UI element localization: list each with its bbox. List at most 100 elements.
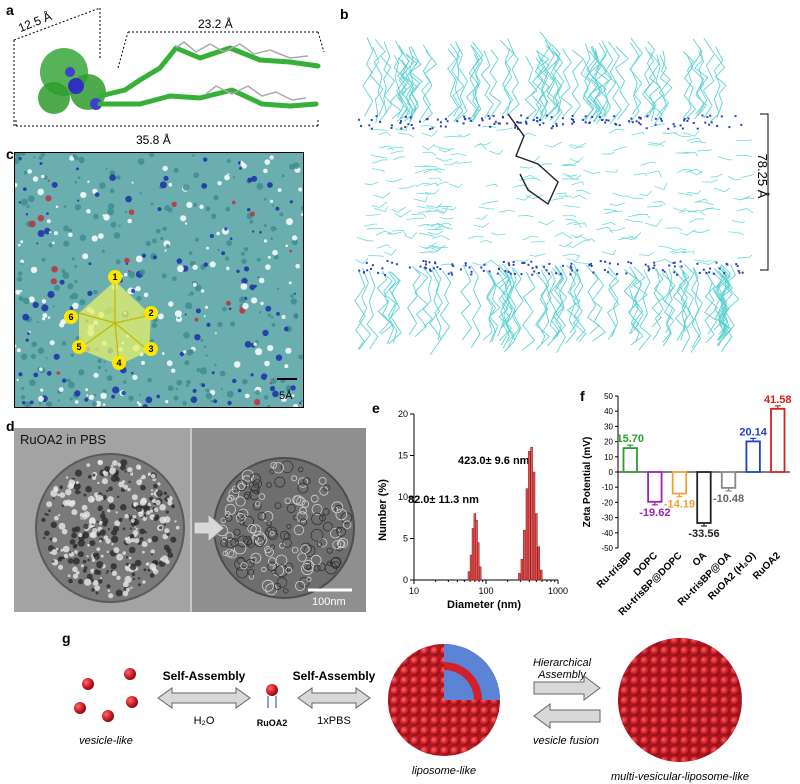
chart-e-bar: [477, 542, 480, 581]
chart-f-value-label: -14.19: [664, 499, 695, 511]
panel-d-tem: 100nm RuOA2 in PBS: [14, 428, 366, 612]
arrow-backward: [533, 703, 601, 729]
chart-f-ytick-label: 50: [604, 392, 613, 401]
panel-label-f: f: [580, 388, 585, 404]
chart-e-bar: [530, 446, 533, 581]
panel-c-topview: 1 2 3 4 5 6 5Å: [14, 152, 304, 408]
chart-e-xtick-label: 100: [478, 586, 493, 596]
liposome-icon: [388, 644, 500, 756]
chart-e-ytick-label: 5: [403, 534, 408, 544]
panel-label-a: a: [6, 2, 14, 18]
ruoa2-molecule-icon: [266, 684, 278, 708]
self-assembly-2-label: Self-Assembly: [293, 669, 376, 683]
h2o-label: H₂O: [194, 715, 215, 727]
chart-f-ytick-label: -40: [601, 529, 613, 538]
marker-6-label: 6: [68, 312, 73, 322]
transition-arrow: [193, 512, 225, 544]
panel-label-g: g: [62, 630, 71, 646]
tem-texture: [41, 459, 353, 599]
chart-e-ylabel: Number (%): [377, 479, 389, 541]
chart-e-annotation-small: 82.0± 11.3 nm: [408, 494, 479, 506]
marker-1: [108, 270, 122, 284]
head-groups: [357, 114, 744, 276]
chart-f-value-label: -33.56: [688, 528, 719, 540]
panel-label-d: d: [6, 418, 15, 434]
chart-e-bar: [523, 529, 526, 581]
chart-e-ytick-label: 15: [398, 451, 408, 461]
marker-3: [144, 342, 158, 356]
marker-4-label: 4: [116, 358, 121, 368]
chart-e-bar: [469, 554, 473, 581]
chart-f-ytick-label: 10: [604, 453, 613, 462]
marker-2-label: 2: [148, 308, 153, 318]
panel-label-c: c: [6, 146, 14, 162]
chart-e-annotation-large: 423.0± 9.6 nm: [458, 455, 530, 467]
chart-f-bar: [647, 471, 663, 503]
chart-f-bar: [745, 440, 761, 473]
chart-e-ytick-label: 10: [398, 492, 408, 502]
chart-e-xlabel: Diameter (nm): [447, 599, 521, 611]
thickness-bracket: [760, 113, 769, 271]
marker-4: [112, 356, 126, 370]
lipid-tails: [354, 31, 740, 355]
chart-f-ylabel: Zeta Potential (mV): [582, 437, 593, 528]
vesicle-particles: [74, 668, 138, 722]
chart-e-ytick-label: 20: [398, 409, 408, 419]
chart-e-bar: [467, 571, 471, 581]
chart-f-value-label: 15.70: [617, 433, 645, 445]
tem-title: RuOA2 in PBS: [20, 432, 106, 447]
chart-e-bar: [478, 566, 482, 581]
chart-e-bar: [528, 451, 531, 581]
chart-f-bar: [696, 471, 712, 524]
pbs-label: 1xPBS: [317, 715, 351, 727]
chart-f-bar: [720, 471, 737, 489]
chart-e-dls: Number (%) Diameter (nm) 82.0± 11.3 nm 4…: [377, 409, 568, 611]
marker-1-label: 1: [112, 272, 117, 282]
chart-e-xtick-label: 1000: [548, 586, 568, 596]
dim-label-width: 12.5 Å: [16, 8, 54, 35]
chart-e-ytick-label: 0: [403, 575, 408, 585]
panel-b-bilayer: 78.25 Å: [354, 31, 770, 355]
chart-f-ytick-label: -30: [601, 514, 613, 523]
chart-f-value-label: -19.62: [639, 507, 670, 519]
chart-f-value-label: -10.48: [713, 493, 744, 505]
chart-f-value-label: 20.14: [739, 426, 767, 438]
multi-vesicular-liposome-icon: [618, 638, 742, 762]
chart-f-ytick-label: 0: [609, 468, 614, 477]
liposome-like-label: liposome-like: [412, 765, 476, 777]
chart-e-bar: [525, 488, 529, 581]
bilayer-thickness-label: 78.25 Å: [755, 154, 770, 199]
arrow-forward: [533, 675, 601, 701]
marker-5-label: 5: [76, 342, 81, 352]
vesicle-fusion-label: vesicle fusion: [533, 735, 599, 747]
hierarchical-label-1: Hierarchical: [533, 657, 592, 669]
chart-f-ytick-label: -20: [601, 498, 613, 507]
topview-texture: [15, 153, 303, 407]
chart-f-ytick-label: 20: [604, 438, 613, 447]
double-arrow-1: [157, 687, 251, 709]
chart-f-value-label: 41.58: [764, 394, 792, 406]
marker-3-label: 3: [148, 344, 153, 354]
panel-label-b: b: [340, 6, 349, 22]
mvl-label: multi-vesicular-liposome-like: [611, 771, 749, 783]
chart-e-bar: [520, 558, 524, 581]
marker-2: [144, 306, 158, 320]
marker-6: [64, 310, 78, 324]
scale-label-d: 100nm: [312, 596, 346, 608]
marker-5: [72, 340, 86, 354]
dim-label-tail: 23.2 Å: [198, 16, 233, 31]
chart-f-category-label: OA: [691, 550, 709, 568]
chart-e-bar: [532, 471, 536, 581]
lipid-core: [355, 123, 755, 269]
chart-e-bar: [537, 546, 540, 581]
panel-label-e: e: [372, 400, 380, 416]
scale-label-c: 5Å: [279, 389, 293, 402]
hierarchical-label-2: Assembly: [537, 669, 587, 681]
ru-complex-trace: [507, 113, 559, 206]
chart-e-bar: [540, 569, 543, 581]
chart-f-ytick-label: 40: [604, 407, 613, 416]
double-arrow-2: [297, 687, 371, 709]
chart-e-xtick-label: 10: [409, 586, 419, 596]
chart-f-zeta: Zeta Potential (mV) 50 40 30 20 10 0 -10 -20 -30…: [582, 392, 792, 618]
chart-f-ytick-label: -50: [601, 544, 613, 553]
